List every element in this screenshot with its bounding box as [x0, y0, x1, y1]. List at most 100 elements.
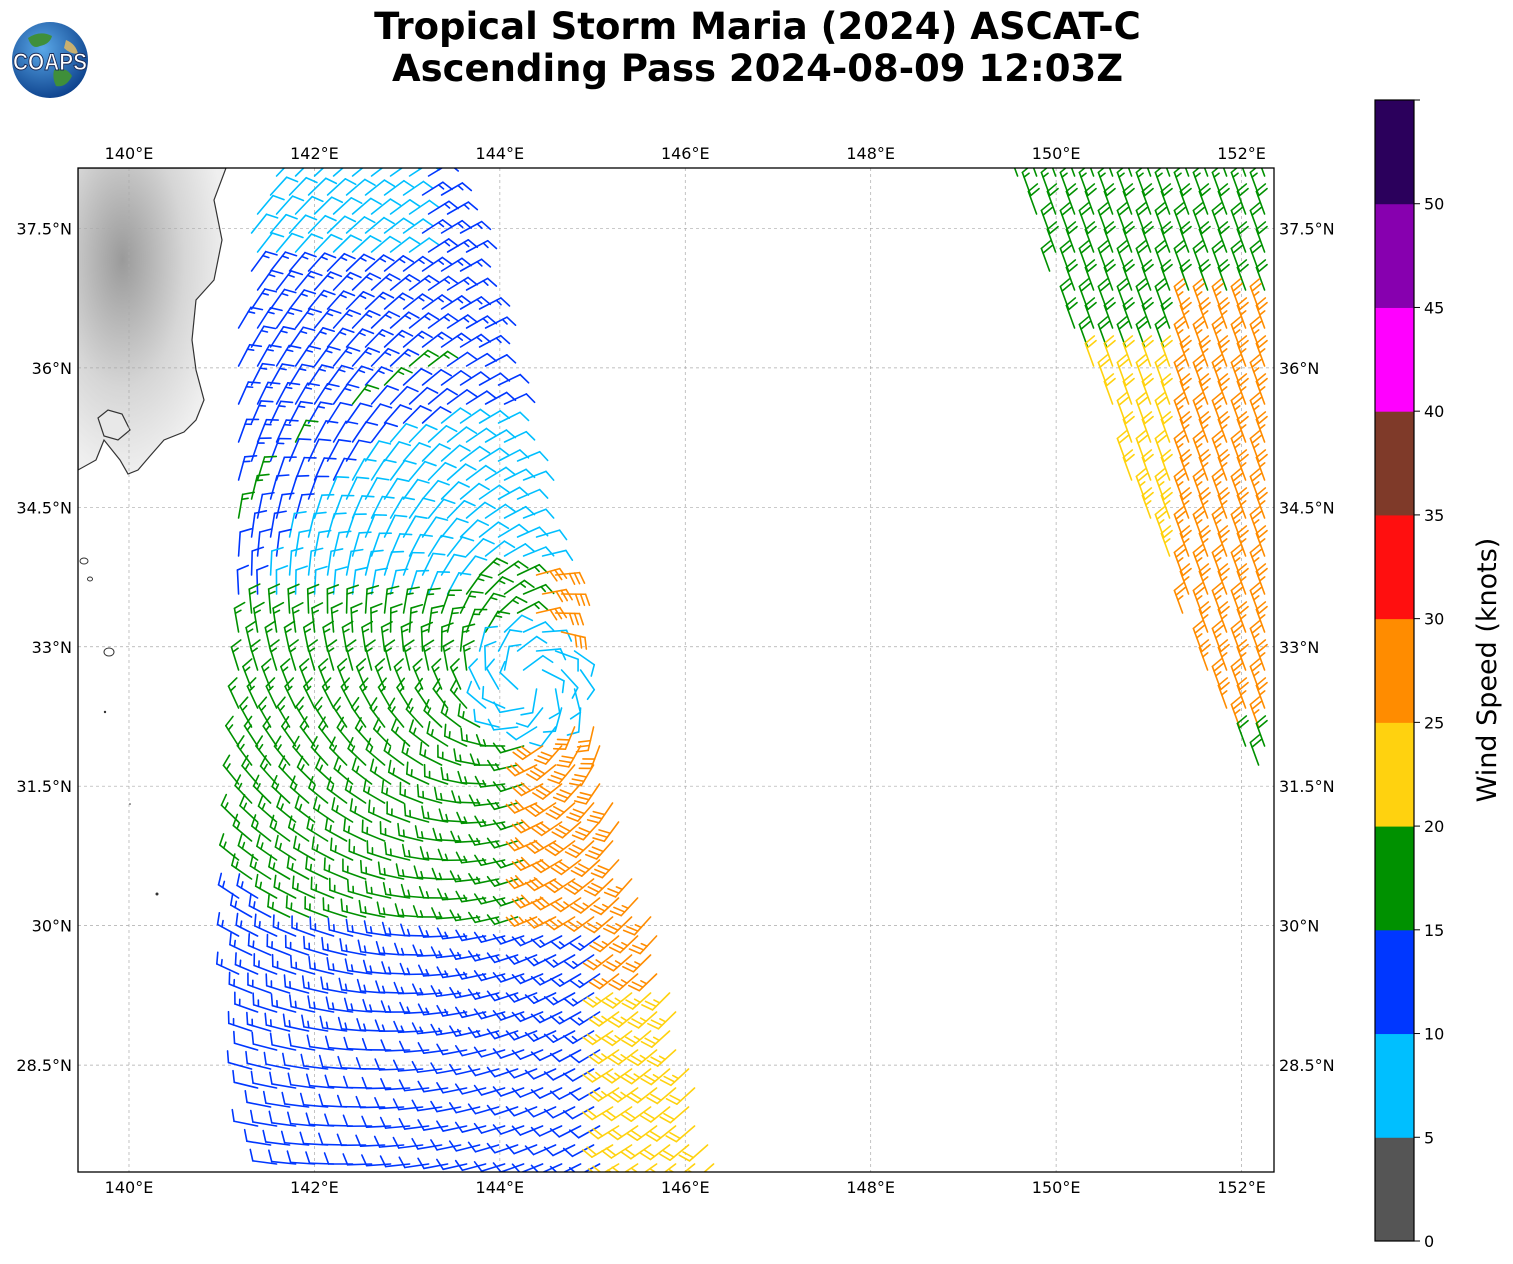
wind-barb [305, 1073, 335, 1089]
barb-feather-half [426, 707, 432, 715]
barb-feather [225, 715, 234, 727]
barb-feather-half [448, 731, 451, 739]
barb-staff [594, 878, 614, 897]
barb-feather [384, 841, 388, 856]
barb-staff [307, 512, 316, 538]
wind-barb [465, 352, 498, 367]
barb-feather [278, 528, 292, 533]
barb-feather [588, 981, 601, 990]
barb-feather-half [1258, 310, 1266, 316]
barb-staff [359, 1106, 386, 1109]
barb-feather-half [389, 848, 392, 857]
barb-feather [431, 907, 438, 920]
wind-barb [427, 168, 460, 177]
barb-feather [485, 464, 497, 473]
wind-barb [497, 373, 530, 386]
barb-staff [474, 1068, 500, 1077]
wind-barb [467, 988, 500, 1000]
barb-feather [285, 419, 299, 422]
barb-staff [573, 916, 595, 932]
wind-barb [534, 745, 563, 765]
barb-staff [480, 821, 506, 828]
barb-feather-half [385, 591, 394, 595]
barb-feather [248, 893, 252, 907]
barb-feather [369, 235, 382, 243]
barb-feather [428, 274, 440, 283]
barb-feather [1192, 506, 1204, 516]
barb-feather [1059, 278, 1071, 288]
wind-barb [1198, 449, 1211, 481]
barb-feather-half [540, 585, 547, 593]
barb-feather-half [1232, 172, 1239, 178]
wind-barb [403, 639, 415, 671]
barb-feather [219, 833, 225, 846]
wind-barb [436, 1120, 468, 1132]
wind-barb [226, 1050, 253, 1070]
barb-staff [617, 1087, 639, 1103]
barb-feather [578, 571, 586, 584]
wind-barb [1051, 168, 1057, 177]
barb-feather [333, 756, 340, 770]
barb-feather [1211, 202, 1223, 212]
wind-barb [1192, 240, 1205, 272]
barb-staff [229, 943, 253, 956]
barb-staff [294, 419, 307, 443]
barb-feather [529, 879, 540, 889]
wind-barb [306, 583, 320, 614]
barb-staff [385, 853, 411, 861]
barb-feather [1251, 548, 1262, 558]
wind-barb [340, 898, 367, 918]
barb-feather [1219, 377, 1230, 387]
barb-feather [1236, 373, 1248, 383]
wind-barb [250, 288, 278, 310]
wind-barb [311, 836, 335, 861]
wind-barb [313, 233, 343, 253]
barb-staff [1141, 342, 1152, 367]
barb-feather [1143, 339, 1154, 349]
wind-barb [478, 484, 510, 500]
wind-barb [1192, 430, 1205, 462]
wind-barb [329, 736, 348, 766]
barb-feather-half [533, 957, 540, 965]
barb-feather-half [234, 900, 238, 909]
barb-feather [459, 407, 472, 416]
barb-feather-half [363, 1023, 367, 1032]
barb-staff [446, 463, 467, 481]
barb-feather [288, 344, 302, 349]
barb-feather-half [563, 901, 570, 907]
barb-feather-half [295, 744, 301, 752]
wind-barb [394, 903, 424, 918]
wind-barb [486, 914, 519, 926]
wind-barb [1198, 411, 1211, 443]
barb-staff [437, 756, 462, 766]
wind-barb [1217, 563, 1230, 595]
barb-feather [324, 1035, 330, 1049]
wind-barb [333, 756, 354, 785]
barb-staff [397, 1068, 424, 1072]
barb-feather [643, 1111, 656, 1120]
barb-feather [531, 827, 543, 837]
wind-barb [484, 640, 497, 671]
barb-feather [257, 794, 264, 808]
barb-feather-half [318, 764, 324, 772]
barb-feather [299, 658, 310, 668]
barb-feather [606, 924, 619, 932]
barb-feather [505, 954, 516, 965]
barb-staff [292, 745, 310, 766]
barb-staff [288, 475, 298, 500]
barb-feather [525, 393, 536, 404]
barb-staff [656, 1087, 677, 1105]
barb-feather-half [430, 728, 434, 737]
barb-staff [422, 1049, 449, 1055]
wind-barb [436, 927, 468, 940]
barb-feather [457, 481, 470, 488]
wind-barb [307, 252, 337, 272]
barb-feather [273, 735, 282, 748]
wind-barb [427, 200, 459, 215]
barb-feather [598, 829, 612, 835]
barb-staff [497, 629, 511, 652]
barb-feather [1230, 544, 1242, 554]
barb-feather-half [406, 928, 411, 937]
barb-staff [1198, 646, 1209, 671]
barb-staff [251, 825, 272, 842]
